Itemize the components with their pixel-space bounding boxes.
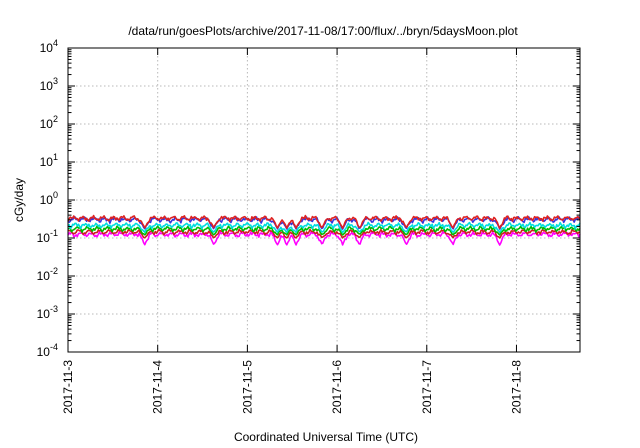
y-tick-exponent: 2	[53, 114, 58, 124]
x-tick-label: 2017-11-8	[509, 360, 523, 414]
chart-title: /data/run/goesPlots/archive/2017-11-08/1…	[128, 24, 518, 38]
y-tick-exponent: -2	[50, 266, 58, 276]
series-line-3	[67, 221, 581, 234]
y-tick-label: 10-3	[37, 304, 58, 321]
y-tick-base: 10	[40, 79, 54, 93]
y-tick-label: 104	[40, 38, 58, 55]
y-tick-exponent: -4	[50, 342, 58, 352]
y-tick-label: 10-2	[37, 266, 58, 283]
y-tick-label: 10-1	[37, 228, 58, 245]
y-tick-label: 103	[40, 76, 58, 93]
x-tick-label: 2017-11-4	[151, 360, 165, 414]
y-tick-base: 10	[37, 269, 51, 283]
x-tick-label: 2017-11-5	[240, 360, 254, 414]
series-group	[67, 214, 581, 246]
y-tick-exponent: 3	[53, 76, 58, 86]
grid	[68, 48, 580, 352]
y-tick-base: 10	[40, 117, 54, 131]
x-tick-label: 2017-11-6	[330, 360, 344, 414]
y-tick-label: 10-4	[37, 342, 58, 359]
y-tick-exponent: 4	[53, 38, 58, 48]
y-tick-base: 10	[40, 193, 54, 207]
y-tick-exponent: -3	[50, 304, 58, 314]
y-tick-label: 100	[40, 190, 58, 207]
x-tick-label: 2017-11-3	[61, 360, 75, 414]
y-tick-base: 10	[40, 41, 54, 55]
y-tick-exponent: 0	[53, 190, 58, 200]
y-axis-label: cGy/day	[12, 178, 26, 222]
series-line-2	[67, 225, 581, 236]
y-tick-base: 10	[37, 231, 51, 245]
series-line-5	[67, 214, 581, 229]
y-tick-base: 10	[37, 307, 51, 321]
y-tick-exponent: -1	[50, 228, 58, 238]
y-tick-exponent: 1	[53, 152, 58, 162]
y-tick-label: 101	[40, 152, 58, 169]
y-tick-base: 10	[37, 345, 51, 359]
x-tick-label: 2017-11-7	[420, 360, 434, 414]
x-axis: 2017-11-3 2017-11-4 2017-11-5 2017-11-6 2017…	[61, 48, 523, 414]
y-tick-base: 10	[40, 155, 54, 169]
y-tick-label: 102	[40, 114, 58, 131]
x-axis-label: Coordinated Universal Time (UTC)	[234, 430, 418, 444]
